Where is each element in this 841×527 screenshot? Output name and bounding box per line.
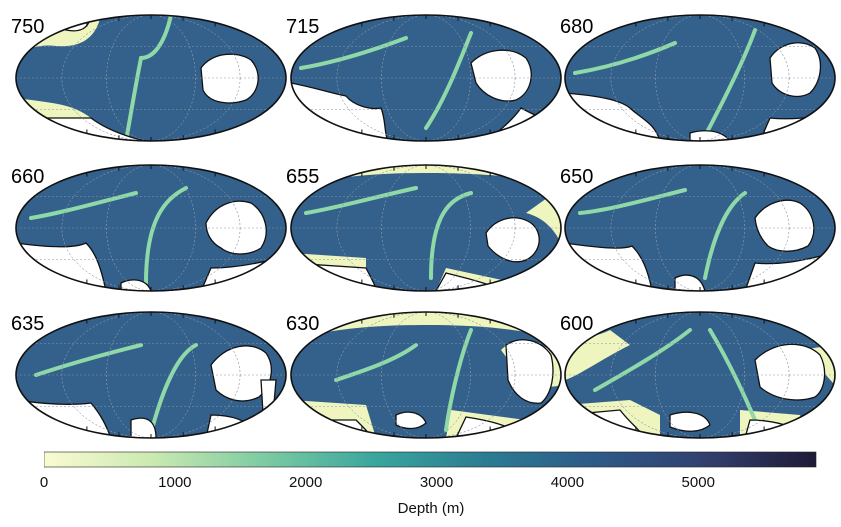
continent-outline xyxy=(754,343,826,401)
mid-ocean-ridge xyxy=(708,328,757,422)
map-panel: 635 xyxy=(11,311,287,439)
colorbar-tick-label: 0 xyxy=(39,474,49,491)
panel-age-label: 630 xyxy=(286,313,319,335)
continent-outline xyxy=(291,419,372,438)
mid-ocean-ridge xyxy=(703,191,747,280)
continent-outline xyxy=(210,345,272,402)
colorbar-tick-label: 3000 xyxy=(419,474,454,491)
mid-ocean-ridge xyxy=(139,15,173,60)
continent-outline xyxy=(291,262,377,291)
graticule-line xyxy=(381,15,471,141)
map-panel: 630 xyxy=(286,311,562,439)
colorbar-tick-label: 4000 xyxy=(550,474,585,491)
map-panel: 750 xyxy=(11,14,287,142)
shelf-area xyxy=(291,400,376,438)
colorbar-tick-label: 2000 xyxy=(289,474,323,491)
continent-outline xyxy=(674,274,706,291)
colorbar-tick-label: 5000 xyxy=(681,474,715,491)
panel-age-label: 750 xyxy=(11,16,44,38)
colorbar-title: Depth (m) xyxy=(397,500,465,517)
continent-outline xyxy=(485,217,540,263)
graticule-line xyxy=(106,15,196,141)
graticule-line xyxy=(655,312,745,438)
map-panel: 655 xyxy=(286,164,562,292)
continent-outline xyxy=(130,417,157,438)
mid-ocean-ridge xyxy=(573,41,677,75)
mid-ocean-ridge xyxy=(578,188,687,215)
continent-outline xyxy=(470,49,532,102)
map-panel: 660 xyxy=(11,164,287,292)
mid-ocean-ridge xyxy=(304,186,418,215)
continent-outline xyxy=(395,411,427,430)
mid-ocean-ridge xyxy=(334,343,418,382)
continent-outline xyxy=(744,419,812,438)
colorbar-tick-label: 1000 xyxy=(158,474,192,491)
continent-outline xyxy=(505,339,554,404)
graticule-line xyxy=(381,312,471,438)
continent-outline xyxy=(205,414,263,438)
continent-outline xyxy=(200,53,259,104)
map-panel: 600 xyxy=(560,311,836,439)
continent-outline xyxy=(669,411,711,432)
mid-ocean-ridge xyxy=(149,343,198,435)
mid-ocean-ridge xyxy=(299,36,408,70)
panel-age-label: 680 xyxy=(560,16,593,38)
graticule-line xyxy=(381,165,471,291)
panel-age-label: 650 xyxy=(560,166,593,188)
graticule-line xyxy=(106,312,196,438)
mid-ocean-ridge xyxy=(444,328,473,432)
colorbar-gradient xyxy=(44,451,817,468)
map-panel: 715 xyxy=(286,14,562,142)
continent-outline xyxy=(754,199,815,252)
map-panel: 680 xyxy=(560,14,836,142)
panel-age-label: 715 xyxy=(286,16,319,38)
panel-age-label: 655 xyxy=(286,166,319,188)
panel-age-label: 635 xyxy=(11,313,44,335)
panel-age-label: 660 xyxy=(11,166,44,188)
mid-ocean-ridge xyxy=(144,186,188,285)
continent-outline xyxy=(769,42,822,97)
mid-ocean-ridge xyxy=(424,31,473,130)
graticule-line xyxy=(106,165,196,291)
mid-ocean-ridge xyxy=(34,343,143,377)
continent-outline xyxy=(205,200,267,255)
continent-outline xyxy=(16,242,107,291)
mid-ocean-ridge xyxy=(593,328,692,392)
map-grid: 750 715 680 660 655 650 635 630 600 xyxy=(11,14,836,439)
mid-ocean-ridge xyxy=(429,191,473,280)
mid-ocean-ridge xyxy=(29,191,138,220)
map-panel: 650 xyxy=(560,164,836,292)
panel-age-label: 600 xyxy=(560,313,593,335)
graticule-line xyxy=(655,15,745,141)
mid-ocean-ridge xyxy=(124,56,143,141)
mid-ocean-ridge xyxy=(703,28,757,138)
graticule-line xyxy=(655,165,745,291)
